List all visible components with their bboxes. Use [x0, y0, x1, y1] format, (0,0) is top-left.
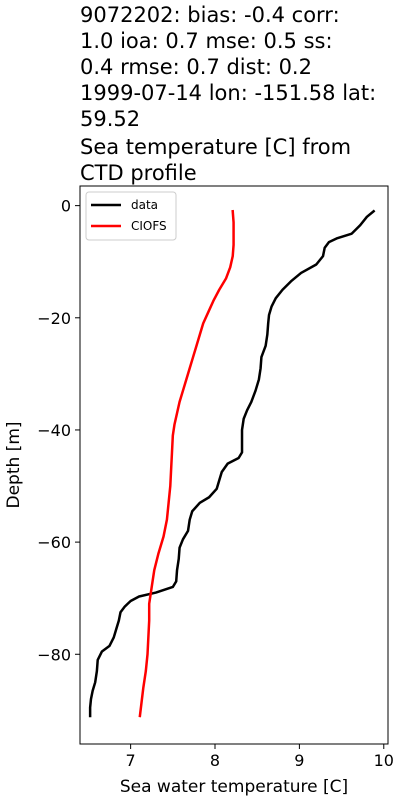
series-line-data — [88, 209, 376, 718]
x-tick-label: 9 — [294, 751, 304, 770]
legend-label-data: data — [131, 198, 158, 212]
title-line: 1.0 ioa: 0.7 mse: 0.5 ss: — [80, 29, 333, 53]
legend: data CIOFS — [85, 191, 177, 241]
axis-ticks: 7 8 9 10 0 −20 −40 −60 −80 — [37, 197, 394, 770]
plot-area-frame — [79, 185, 389, 745]
y-axis-label: Depth [m] — [4, 421, 24, 508]
x-tick-label: 8 — [210, 751, 220, 770]
y-tick-label: −40 — [37, 421, 71, 440]
chart-title: 9072202: bias: -0.4 corr: 1.0 ioa: 0.7 m… — [80, 3, 376, 185]
x-axis-label: Sea water temperature [C] — [120, 777, 348, 797]
y-tick-label: −60 — [37, 533, 71, 552]
y-tick-label: −20 — [37, 309, 71, 328]
title-line: 1999-07-14 lon: -151.58 lat: — [80, 81, 376, 105]
title-line: CTD profile — [80, 161, 197, 185]
series-layer — [88, 209, 376, 718]
legend-label-ciofs: CIOFS — [131, 219, 167, 233]
title-line: 9072202: bias: -0.4 corr: — [80, 3, 340, 27]
x-tick-label: 10 — [374, 751, 394, 770]
title-line: 59.52 — [80, 107, 140, 131]
series-line-ciofs — [138, 209, 235, 718]
title-line: Sea temperature [C] from — [80, 135, 351, 159]
y-tick-label: 0 — [61, 197, 71, 216]
y-tick-label: −80 — [37, 645, 71, 664]
x-tick-label: 7 — [126, 751, 136, 770]
title-line: 0.4 rmse: 0.7 dist: 0.2 — [80, 55, 312, 79]
